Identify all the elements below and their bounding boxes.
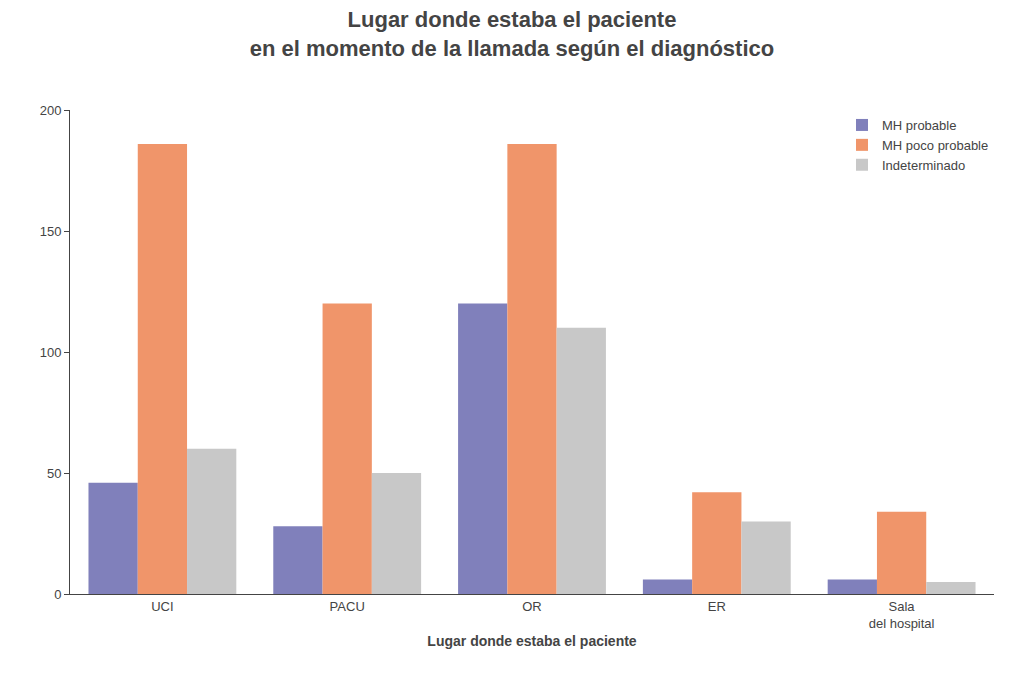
- svg-text:Indeterminado: Indeterminado: [882, 158, 965, 173]
- svg-text:MH poco probable: MH poco probable: [882, 138, 988, 153]
- svg-text:MH probable: MH probable: [882, 118, 956, 133]
- svg-text:100: 100: [40, 345, 62, 360]
- svg-text:50: 50: [47, 466, 61, 481]
- svg-text:OR: OR: [522, 599, 542, 614]
- svg-text:Lugar donde estaba el paciente: Lugar donde estaba el paciente: [427, 633, 636, 649]
- svg-text:Saladel hospital: Saladel hospital: [869, 599, 935, 631]
- svg-text:Lugar donde estaba el paciente: Lugar donde estaba el pacienteen el mome…: [250, 7, 774, 61]
- svg-text:PACU: PACU: [330, 599, 365, 614]
- svg-text:200: 200: [40, 103, 62, 118]
- svg-text:0: 0: [54, 587, 61, 602]
- svg-text:ER: ER: [708, 599, 726, 614]
- svg-text:150: 150: [40, 224, 62, 239]
- svg-text:UCI: UCI: [151, 599, 173, 614]
